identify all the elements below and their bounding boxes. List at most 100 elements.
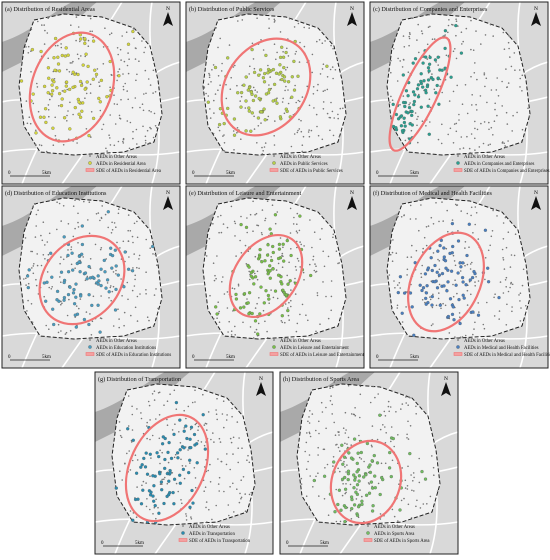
aed-point-other [208, 508, 210, 511]
aed-point-other [122, 142, 125, 144]
aed-point-other [116, 47, 119, 49]
aed-point-other [41, 24, 43, 26]
sde-ellipse [220, 37, 312, 137]
aed-point-category [262, 80, 267, 84]
aed-point-other [257, 125, 260, 127]
aed-point-other [231, 407, 233, 410]
aed-point-other [309, 410, 311, 412]
aed-point-category [34, 131, 38, 135]
panel-title: (f) Distribution of Medical and Health F… [373, 190, 492, 197]
aed-point-other [221, 281, 223, 283]
aed-point-other [130, 314, 132, 317]
aed-point-other [288, 261, 290, 264]
aed-point-other [391, 99, 394, 101]
aed-point-category [78, 79, 83, 84]
aed-point-category [286, 80, 291, 84]
aed-point-other [232, 130, 235, 132]
aed-point-other [437, 297, 440, 300]
aed-point-category [426, 66, 431, 70]
aed-point-other [43, 43, 46, 45]
aed-point-category [64, 46, 68, 50]
map-panel: (a) Distribution of Residential Areas N0 5… [1, 1, 181, 185]
aed-point-other [503, 268, 506, 270]
aed-point-other [482, 323, 485, 326]
aed-point-other [283, 112, 286, 115]
aed-point-other [249, 278, 251, 281]
aed-point-other [127, 298, 129, 301]
sde-ellipse [407, 231, 485, 333]
aed-point-other [350, 518, 353, 520]
aed-point-category [259, 110, 263, 114]
aed-point-other [236, 488, 238, 490]
aed-point-other [349, 483, 352, 486]
aed-point-other [183, 427, 185, 429]
aed-point-other [116, 241, 118, 244]
legend-label: AEDs in Other Areas [96, 339, 137, 344]
aed-point-category [162, 501, 166, 506]
aed-point-category [71, 291, 76, 295]
aed-point-category [57, 69, 62, 73]
aed-point-other [131, 289, 134, 292]
aed-point-other [401, 403, 404, 405]
aed-point-other [475, 103, 477, 106]
aed-point-other [338, 431, 340, 433]
aed-point-category [142, 456, 146, 461]
aed-point-other [509, 266, 512, 268]
aed-point-category [130, 269, 135, 273]
aed-point-category [78, 115, 83, 119]
aed-point-other [427, 26, 430, 29]
aed-point-other [248, 493, 251, 496]
aed-point-other [431, 73, 433, 75]
aed-point-category [369, 480, 374, 484]
aed-point-other [236, 132, 238, 134]
panel-title: (c) Distribution of Companies and Enterp… [373, 6, 488, 13]
aed-point-other [390, 116, 392, 119]
aed-point-other [142, 125, 144, 128]
aed-point-other [230, 441, 233, 444]
aed-point-other [454, 203, 457, 206]
aed-point-other [102, 46, 105, 48]
aed-point-other [114, 123, 117, 125]
aed-point-other [82, 256, 84, 258]
aed-point-category [67, 87, 72, 92]
aed-point-other [27, 299, 29, 302]
aed-point-other [110, 285, 112, 287]
aed-point-other [514, 69, 516, 71]
aed-point-other [129, 121, 132, 124]
aed-point-other [111, 229, 114, 231]
map-panel: (f) Distribution of Medical and Health F… [369, 185, 550, 369]
aed-point-other [70, 248, 72, 251]
north-label: N [350, 190, 354, 196]
map-base [2, 186, 180, 368]
aed-point-other [185, 513, 187, 515]
aed-point-other [110, 299, 112, 302]
aed-point-category [423, 272, 428, 276]
aed-point-other [324, 89, 326, 92]
aed-point-other [400, 216, 403, 218]
map-base [370, 186, 548, 368]
aed-point-other [268, 18, 270, 20]
aed-point-other [512, 114, 514, 117]
aed-point-other [256, 278, 259, 281]
aed-point-other [460, 210, 462, 212]
aed-point-other [87, 219, 89, 221]
aed-point-other [46, 271, 49, 273]
aed-point-other [258, 297, 260, 299]
aed-point-other [226, 226, 229, 229]
aed-point-category [399, 124, 404, 128]
aed-point-other [133, 37, 135, 40]
aed-point-other [483, 72, 486, 74]
aed-point-category [292, 88, 297, 92]
aed-point-category [91, 116, 96, 121]
aed-point-other [452, 283, 454, 286]
aed-point-other [337, 467, 339, 470]
aed-point-category [81, 63, 85, 67]
aed-point-category [214, 305, 218, 309]
aed-point-other [455, 18, 457, 21]
aed-point-other [143, 93, 145, 95]
aed-point-category [355, 513, 360, 518]
aed-point-other [145, 92, 147, 95]
aed-point-other [149, 126, 151, 129]
aed-point-category [60, 97, 64, 101]
aed-point-other [205, 423, 208, 425]
